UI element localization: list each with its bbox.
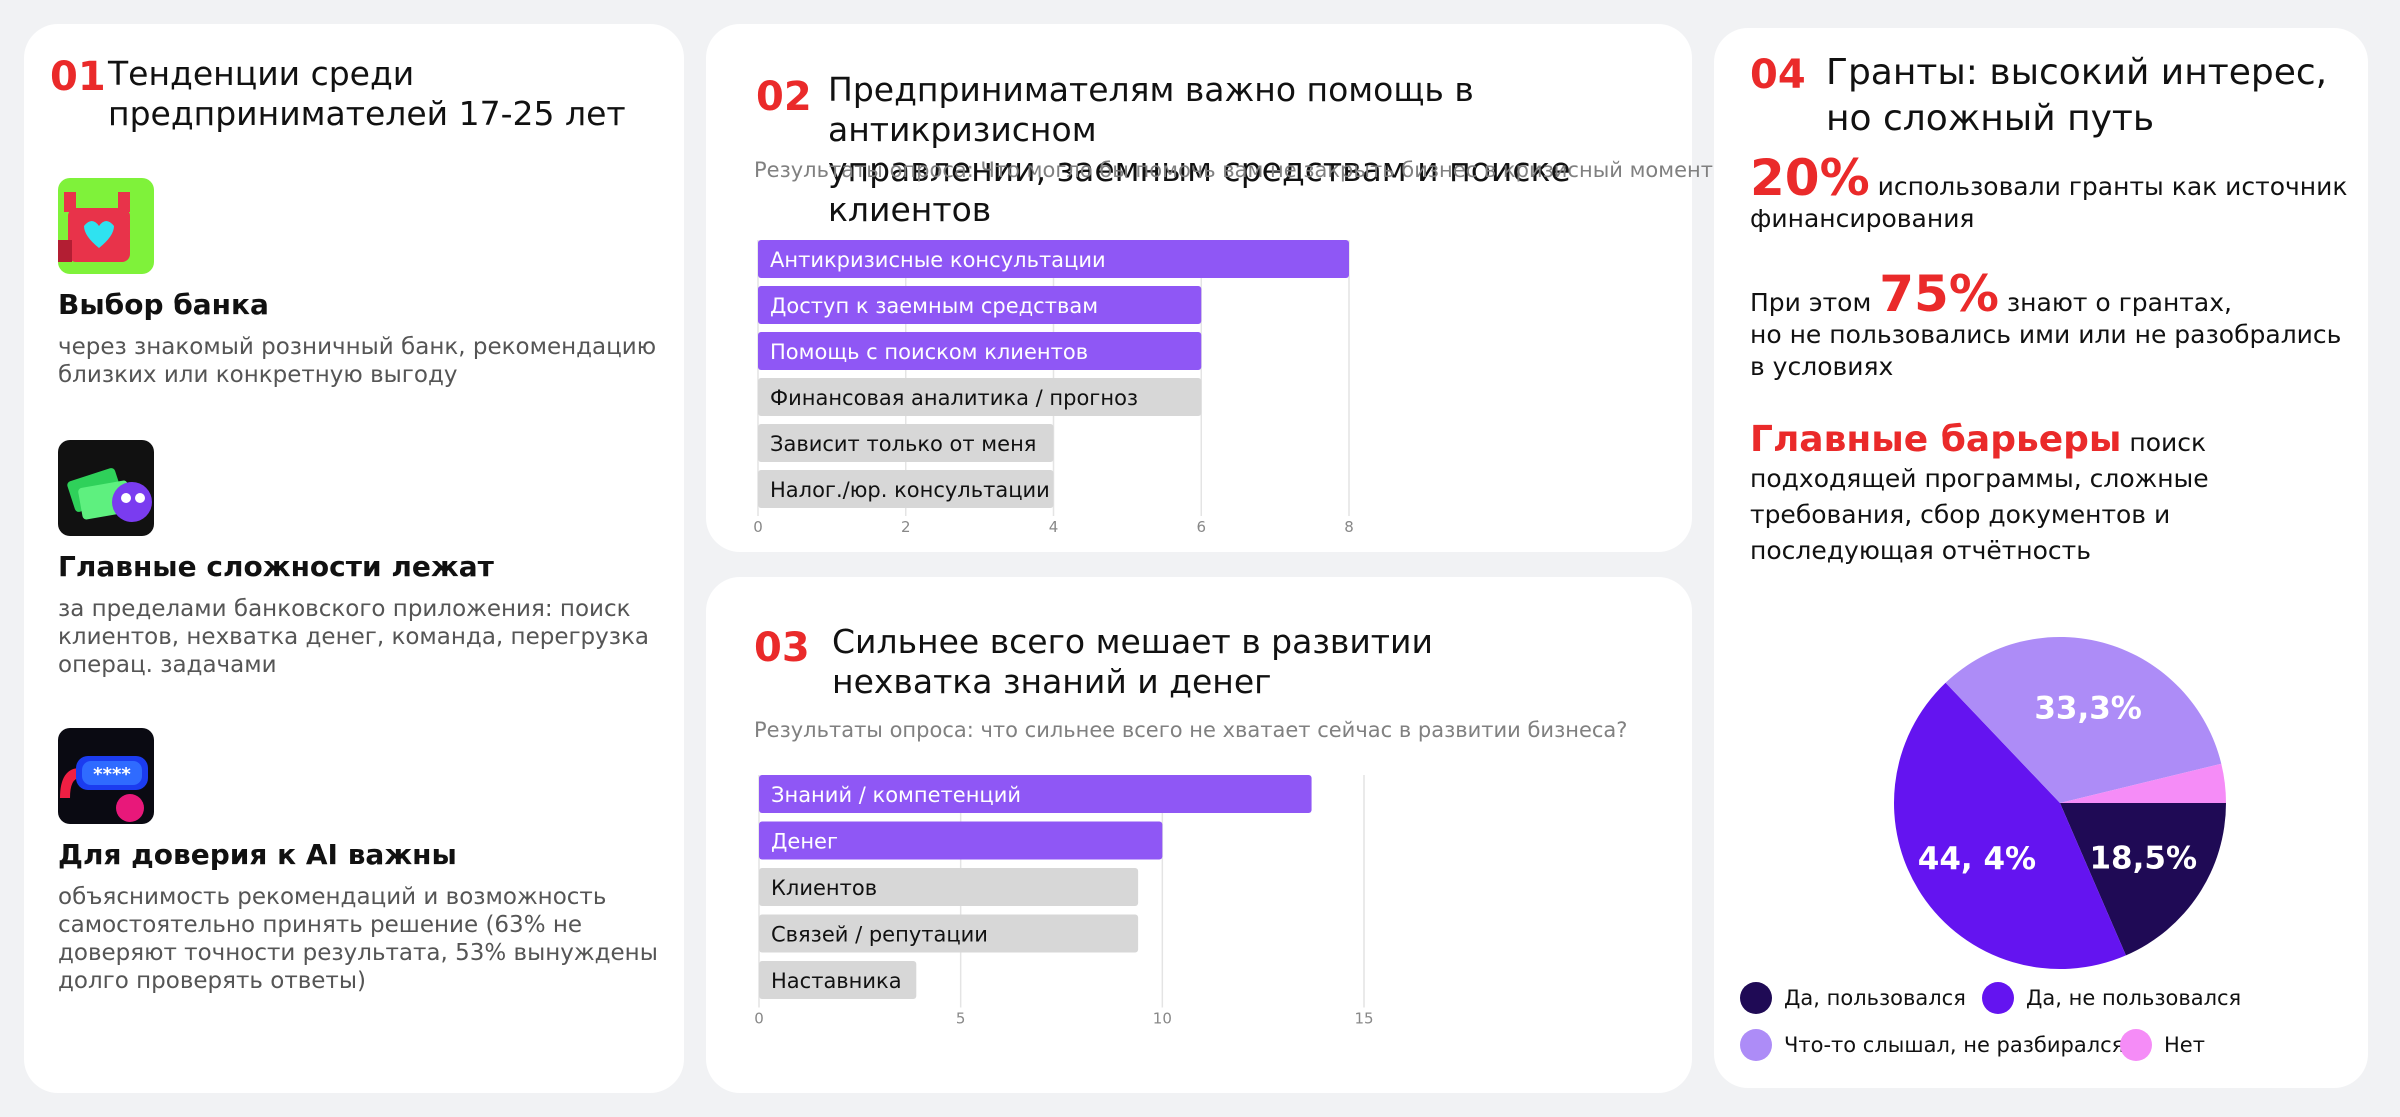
bar — [758, 332, 1202, 370]
tick-label: 0 — [754, 1010, 764, 1028]
pie-chart-grants: 18,5% 44, 4% 33,3% — [1894, 637, 2226, 969]
bar-chart-crisis-help: 0 2 4 6 8 Антикризисные консультации Доступ к … — [753, 240, 1354, 536]
card-number: 04 — [1750, 52, 1806, 98]
development-barriers-card: 03 Сильнее всего мешает в развитии нехва… — [706, 577, 1692, 1093]
bar — [758, 286, 1202, 324]
stat-grants-known: При этом 75% знают о грантах, но не поль… — [1750, 269, 2350, 383]
card-title: Тенденции среди предпринимателей 17-25 л… — [108, 54, 626, 134]
title-line-2: но сложный путь — [1826, 98, 2155, 139]
tick-label: 10 — [1153, 1010, 1172, 1028]
bar-label: Помощь с поиском клиентов — [770, 340, 1088, 364]
pie-label: 33,3% — [2034, 690, 2142, 726]
stat-grants-used: 20% использовали гранты как источник фин… — [1750, 153, 2350, 235]
trend-description: объяснимость рекомендаций и возможность … — [58, 884, 658, 994]
card-title: Предпринимателям важно помощь в антикриз… — [828, 70, 1692, 230]
bar — [759, 961, 917, 999]
title-line-2: управлении, заемным средствам и поиске к… — [828, 150, 1571, 229]
legend-item-used: Да, пользовался — [1740, 982, 1966, 1014]
title-line-2: предпринимателей 17-25 лет — [108, 94, 626, 133]
card-number: 02 — [756, 74, 812, 120]
pie-label: 44, 4% — [1918, 841, 2036, 877]
title-line-2: нехватка знаний и денег — [832, 662, 1272, 701]
stat-text: использовали гранты как источник финанси… — [1750, 172, 2348, 233]
bar-label: Финансовая аналитика / прогноз — [770, 386, 1138, 410]
bar-label: Денег — [771, 830, 838, 854]
legend-item-not-used: Да, не пользовался — [1982, 982, 2241, 1014]
bar-label: Клиентов — [771, 876, 877, 900]
trend-heading: Для доверия к AI важны — [58, 838, 457, 871]
card-title: Сильнее всего мешает в развитии нехватка… — [832, 622, 1433, 702]
trend-description: через знакомый розничный банк, рекоменда… — [58, 334, 657, 388]
legend-dot — [2120, 1029, 2152, 1061]
survey-question: Результаты опроса: Что могло бы помочь в… — [754, 158, 1725, 182]
bar — [758, 240, 1349, 278]
stat-big-number: 75% — [1879, 265, 1999, 323]
bar — [759, 914, 1139, 953]
bar-chart-development: 0 5 10 15 Знаний / компетенций Денег Клиентов С… — [754, 775, 1374, 1028]
legend-label: Что-то слышал, не разбирался — [1784, 1033, 2125, 1057]
trend-description: за пределами банковского приложения: пои… — [58, 596, 649, 678]
stat-text: знают о грантах, — [1998, 288, 2232, 317]
tick-label: 0 — [753, 518, 763, 536]
password-lock-icon: **** — [58, 728, 154, 824]
stat-text: поиск подходящей программы, сложные треб… — [1750, 428, 2209, 565]
bar — [758, 424, 1054, 462]
legend-item-no: Нет — [2120, 1029, 2205, 1061]
stat-barriers: Главные барьеры поиск подходящей програм… — [1750, 422, 2350, 569]
title-line-1: Гранты: высокий интерес, — [1826, 52, 2328, 93]
legend-item-heard: Что-то слышал, не разбирался — [1740, 1029, 2124, 1061]
bar — [759, 868, 1139, 906]
bar-label: Антикризисные консультации — [770, 248, 1106, 272]
bar — [759, 775, 1312, 813]
card-title: Гранты: высокий интерес, но сложный путь — [1826, 50, 2327, 142]
pie-slice — [2060, 803, 2226, 956]
trends-card: 01 Тенденции среди предпринимателей 17-2… — [24, 24, 684, 1093]
bar-label: Связей / репутации — [771, 923, 988, 947]
bar-label: Налог./юр. консультации — [770, 478, 1050, 502]
bar-label: Знаний / компетенций — [771, 783, 1021, 807]
legend-dot — [1982, 982, 2014, 1014]
title-line-1: Тенденции среди — [108, 54, 415, 93]
stat-text-2: но не пользовались ими или не разобралис… — [1750, 320, 2342, 381]
pie-slice — [1894, 682, 2126, 969]
bar-label: Наставника — [771, 969, 902, 993]
legend-dot — [1740, 1029, 1772, 1061]
svg-text:****: **** — [93, 764, 131, 785]
pie-label: 18,5% — [2089, 841, 2197, 877]
survey-question: Результаты опроса: что сильнее всего не … — [754, 718, 1628, 742]
trend-ai-trust: **** Для доверия к AI важны объяснимость… — [58, 728, 658, 995]
bar — [758, 470, 1054, 508]
pie-slice — [2060, 763, 2226, 803]
trend-heading: Выбор банка — [58, 288, 269, 321]
title-line-1: Сильнее всего мешает в развитии — [832, 622, 1433, 661]
trend-heading: Главные сложности лежат — [58, 550, 494, 583]
title-line-1: Предпринимателям важно помощь в антикриз… — [828, 70, 1474, 149]
card-number: 01 — [50, 54, 106, 100]
trend-difficulties: Главные сложности лежат за пределами бан… — [58, 440, 658, 679]
bar — [758, 378, 1202, 416]
card-number: 03 — [754, 625, 810, 671]
money-panda-icon — [58, 440, 154, 536]
bar-label: Зависит только от меня — [770, 432, 1036, 456]
tick-label: 15 — [1354, 1010, 1373, 1028]
crisis-help-card: 02 Предпринимателям важно помощь в антик… — [706, 24, 1724, 552]
trend-bank-choice: Выбор банка через знакомый розничный бан… — [58, 178, 658, 389]
legend-label: Да, пользовался — [1784, 986, 1966, 1010]
tick-label: 4 — [1049, 518, 1059, 536]
tick-label: 8 — [1344, 518, 1354, 536]
pie-slice — [1945, 637, 2222, 803]
stat-big-heading: Главные барьеры — [1750, 419, 2122, 460]
tick-label: 5 — [956, 1010, 966, 1028]
tick-label: 2 — [901, 518, 911, 536]
bar-label: Доступ к заемным средствам — [770, 294, 1098, 318]
stat-prefix: При этом — [1750, 288, 1880, 317]
legend-label: Нет — [2164, 1033, 2205, 1057]
legend-dot — [1740, 982, 1772, 1014]
legend-label: Да, не пользовался — [2026, 986, 2242, 1010]
heart-robot-icon — [58, 178, 154, 274]
tick-label: 6 — [1196, 518, 1206, 536]
grants-card: 04 Гранты: высокий интерес, но сложный п… — [1714, 28, 2368, 1088]
stat-big-number: 20% — [1750, 149, 1870, 207]
bar — [759, 821, 1163, 860]
